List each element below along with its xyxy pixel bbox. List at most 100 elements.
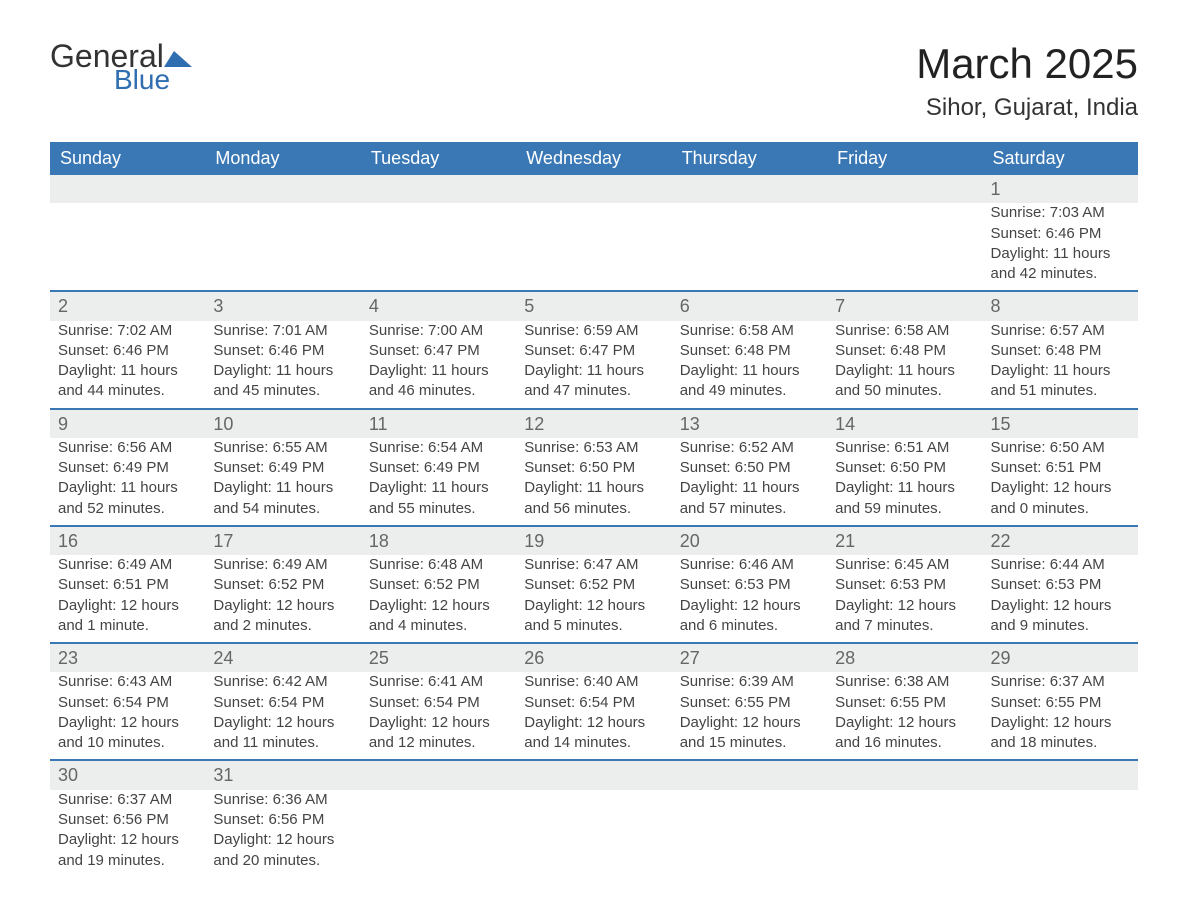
sunset-text: Sunset: 6:50 PM <box>524 458 663 478</box>
sunrise-text: Sunrise: 7:01 AM <box>213 321 352 341</box>
daylight-line2: and 46 minutes. <box>369 381 508 401</box>
sunrise-text: Sunrise: 6:46 AM <box>680 555 819 575</box>
day-detail-cell: Sunrise: 6:59 AMSunset: 6:47 PMDaylight:… <box>516 321 671 409</box>
day-number-cell: 7 <box>827 291 982 320</box>
day-detail-cell: Sunrise: 7:02 AMSunset: 6:46 PMDaylight:… <box>50 321 205 409</box>
day-detail-cell: Sunrise: 6:37 AMSunset: 6:56 PMDaylight:… <box>50 790 205 877</box>
sunrise-text: Sunrise: 6:36 AM <box>213 790 352 810</box>
sunrise-text: Sunrise: 6:41 AM <box>369 672 508 692</box>
daylight-line1: Daylight: 11 hours <box>835 478 974 498</box>
day-number-cell: 30 <box>50 760 205 789</box>
day-number-cell <box>672 760 827 789</box>
page-header: General Blue March 2025 Sihor, Gujarat, … <box>50 40 1138 122</box>
day-number-cell <box>672 175 827 203</box>
daylight-line2: and 2 minutes. <box>213 616 352 636</box>
day-detail-cell: Sunrise: 6:38 AMSunset: 6:55 PMDaylight:… <box>827 672 982 760</box>
day-number: 5 <box>524 296 534 316</box>
logo: General Blue <box>50 40 192 94</box>
day-number: 28 <box>835 648 855 668</box>
daylight-line1: Daylight: 11 hours <box>369 361 508 381</box>
day-detail-cell: Sunrise: 6:46 AMSunset: 6:53 PMDaylight:… <box>672 555 827 643</box>
sunset-text: Sunset: 6:46 PM <box>213 341 352 361</box>
sunrise-text: Sunrise: 6:39 AM <box>680 672 819 692</box>
day-detail-cell: Sunrise: 6:52 AMSunset: 6:50 PMDaylight:… <box>672 438 827 526</box>
day-number-cell <box>205 175 360 203</box>
day-detail-cell: Sunrise: 6:58 AMSunset: 6:48 PMDaylight:… <box>672 321 827 409</box>
title-block: March 2025 Sihor, Gujarat, India <box>916 40 1138 122</box>
day-number-cell <box>983 760 1138 789</box>
day-number: 15 <box>991 414 1011 434</box>
daylight-line2: and 6 minutes. <box>680 616 819 636</box>
week-detail-row: Sunrise: 7:02 AMSunset: 6:46 PMDaylight:… <box>50 321 1138 409</box>
day-number-cell: 6 <box>672 291 827 320</box>
daylight-line1: Daylight: 12 hours <box>680 596 819 616</box>
sunrise-text: Sunrise: 6:51 AM <box>835 438 974 458</box>
day-number: 7 <box>835 296 845 316</box>
day-number-cell <box>361 175 516 203</box>
daylight-line2: and 14 minutes. <box>524 733 663 753</box>
daylight-line1: Daylight: 12 hours <box>213 713 352 733</box>
day-number: 2 <box>58 296 68 316</box>
day-number-cell <box>516 175 671 203</box>
day-number-cell: 4 <box>361 291 516 320</box>
daylight-line1: Daylight: 12 hours <box>680 713 819 733</box>
day-number: 21 <box>835 531 855 551</box>
sunrise-text: Sunrise: 6:44 AM <box>991 555 1130 575</box>
sunrise-text: Sunrise: 6:52 AM <box>680 438 819 458</box>
day-detail-cell: Sunrise: 6:49 AMSunset: 6:52 PMDaylight:… <box>205 555 360 643</box>
day-detail-cell <box>205 203 360 291</box>
daylight-line1: Daylight: 11 hours <box>58 478 197 498</box>
day-number-cell: 19 <box>516 526 671 555</box>
day-number: 29 <box>991 648 1011 668</box>
day-number-cell: 10 <box>205 409 360 438</box>
day-number-cell: 3 <box>205 291 360 320</box>
sunset-text: Sunset: 6:53 PM <box>835 575 974 595</box>
daylight-line2: and 49 minutes. <box>680 381 819 401</box>
sunrise-text: Sunrise: 6:59 AM <box>524 321 663 341</box>
day-number: 23 <box>58 648 78 668</box>
sunset-text: Sunset: 6:48 PM <box>991 341 1130 361</box>
day-number-cell: 14 <box>827 409 982 438</box>
sunrise-text: Sunrise: 7:03 AM <box>991 203 1130 223</box>
day-detail-cell: Sunrise: 6:40 AMSunset: 6:54 PMDaylight:… <box>516 672 671 760</box>
day-number-cell: 27 <box>672 643 827 672</box>
day-number-cell: 5 <box>516 291 671 320</box>
sunset-text: Sunset: 6:48 PM <box>680 341 819 361</box>
sunrise-text: Sunrise: 6:55 AM <box>213 438 352 458</box>
day-number: 31 <box>213 765 233 785</box>
daylight-line1: Daylight: 11 hours <box>369 478 508 498</box>
sunrise-text: Sunrise: 6:43 AM <box>58 672 197 692</box>
daylight-line1: Daylight: 11 hours <box>991 361 1130 381</box>
day-number-cell <box>50 175 205 203</box>
day-detail-cell: Sunrise: 6:53 AMSunset: 6:50 PMDaylight:… <box>516 438 671 526</box>
sunrise-text: Sunrise: 6:58 AM <box>835 321 974 341</box>
sunrise-text: Sunrise: 6:56 AM <box>58 438 197 458</box>
day-number-cell: 25 <box>361 643 516 672</box>
day-number: 27 <box>680 648 700 668</box>
day-number: 11 <box>369 414 388 434</box>
sunrise-text: Sunrise: 6:50 AM <box>991 438 1130 458</box>
daylight-line2: and 45 minutes. <box>213 381 352 401</box>
sunset-text: Sunset: 6:55 PM <box>835 693 974 713</box>
day-number-cell: 24 <box>205 643 360 672</box>
day-number: 14 <box>835 414 855 434</box>
day-number: 10 <box>213 414 233 434</box>
daylight-line1: Daylight: 12 hours <box>58 713 197 733</box>
day-number-cell: 17 <box>205 526 360 555</box>
day-number-cell: 1 <box>983 175 1138 203</box>
day-detail-cell: Sunrise: 6:56 AMSunset: 6:49 PMDaylight:… <box>50 438 205 526</box>
daylight-line1: Daylight: 11 hours <box>680 361 819 381</box>
day-number-cell: 31 <box>205 760 360 789</box>
sunset-text: Sunset: 6:54 PM <box>524 693 663 713</box>
day-number: 9 <box>58 414 68 434</box>
sunset-text: Sunset: 6:46 PM <box>58 341 197 361</box>
daylight-line1: Daylight: 12 hours <box>58 830 197 850</box>
daylight-line2: and 5 minutes. <box>524 616 663 636</box>
sunrise-text: Sunrise: 6:38 AM <box>835 672 974 692</box>
day-detail-cell: Sunrise: 6:48 AMSunset: 6:52 PMDaylight:… <box>361 555 516 643</box>
day-number: 24 <box>213 648 233 668</box>
day-number-cell <box>827 175 982 203</box>
sunset-text: Sunset: 6:52 PM <box>524 575 663 595</box>
daylight-line2: and 11 minutes. <box>213 733 352 753</box>
daylight-line2: and 18 minutes. <box>991 733 1130 753</box>
